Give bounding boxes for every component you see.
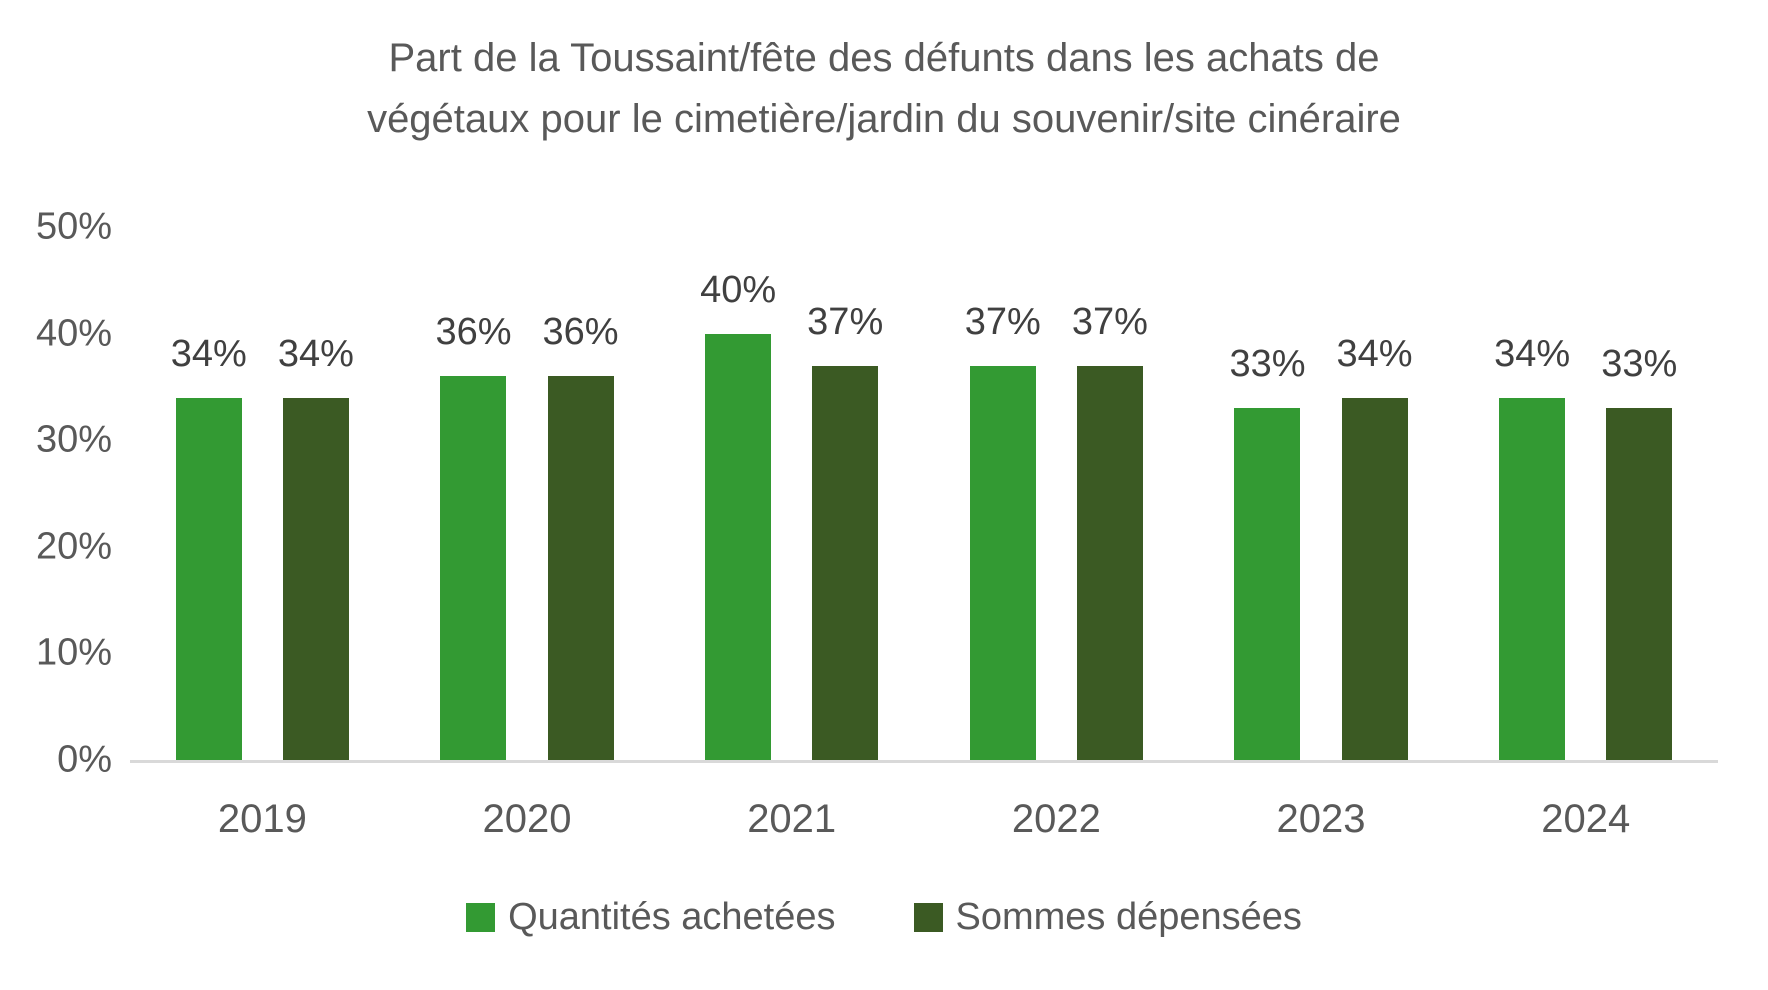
- bar-group-2023: 33% 34%: [1189, 332, 1454, 760]
- data-label: 34%: [170, 333, 247, 375]
- bar-2024-sommes-depensees: [1606, 408, 1673, 760]
- data-label: 36%: [542, 311, 619, 353]
- legend-item-quantites-achetees: Quantités achetées: [466, 896, 836, 939]
- bar-wrap-2019-quantites-achetees: 34%: [171, 332, 247, 760]
- x-axis-line: [130, 760, 1718, 763]
- legend-swatch-icon: [913, 903, 943, 932]
- bar-wrap-2023-sommes-depensees: 34%: [1337, 332, 1413, 760]
- bar-2019-quantites-achetees: [175, 398, 242, 760]
- x-axis-tick-label: 2024: [1541, 797, 1631, 841]
- data-label: 34%: [1336, 333, 1413, 375]
- bar-wrap-2023-quantites-achetees: 33%: [1229, 342, 1306, 760]
- bar-wrap-2024-quantites-achetees: 34%: [1494, 332, 1570, 760]
- bar-wrap-2020-sommes-depensees: 36%: [543, 310, 619, 760]
- legend-swatch-icon: [466, 903, 496, 932]
- data-label: 34%: [1494, 333, 1571, 375]
- x-axis-tick-label: 2023: [1276, 797, 1366, 841]
- x-axis-tick-label: 2022: [1011, 797, 1101, 841]
- data-label: 33%: [1229, 343, 1306, 385]
- y-axis-tick-label: 20%: [35, 525, 112, 568]
- bar-2024-quantites-achetees: [1499, 398, 1566, 760]
- chart-title: Part de la Toussaint/fête des défunts da…: [0, 28, 1768, 150]
- bar-wrap-2022-sommes-depensees: 37%: [1072, 300, 1148, 760]
- bar-2021-quantites-achetees: [705, 334, 772, 760]
- legend-label: Sommes dépensées: [955, 896, 1302, 938]
- y-axis: 0% 10% 20% 30% 40% 50%: [0, 0, 112, 990]
- data-label: 37%: [1071, 301, 1148, 343]
- bar-group-2021: 40% 37%: [659, 268, 924, 760]
- x-axis-tick-label: 2019: [217, 797, 307, 841]
- data-label: 37%: [964, 301, 1041, 343]
- data-label: 33%: [1601, 343, 1678, 385]
- data-label: 34%: [277, 333, 354, 375]
- data-label: 37%: [807, 301, 884, 343]
- chart-title-line-1: Part de la Toussaint/fête des défunts da…: [388, 36, 1380, 80]
- bar-2023-quantites-achetees: [1234, 408, 1301, 760]
- y-axis-tick-label: 40%: [35, 312, 112, 355]
- bar-group-2019: 34% 34%: [130, 332, 395, 760]
- y-axis-tick-label: 0%: [57, 738, 112, 781]
- bar-2022-quantites-achetees: [969, 366, 1036, 760]
- bar-2019-sommes-depensees: [282, 398, 349, 760]
- bar-2020-sommes-depensees: [547, 376, 614, 760]
- bar-wrap-2019-sommes-depensees: 34%: [278, 332, 354, 760]
- bar-wrap-2024-sommes-depensees: 33%: [1601, 342, 1677, 760]
- bar-wrap-2021-quantites-achetees: 40%: [700, 268, 776, 760]
- y-axis-tick-label: 10%: [35, 631, 112, 674]
- bar-wrap-2022-quantites-achetees: 37%: [965, 300, 1041, 760]
- plot-area: 34% 34% 36% 36% 40% 37% 37% 37% 33% 34% 34% 33%: [130, 0, 1718, 760]
- bar-2023-sommes-depensees: [1341, 398, 1408, 760]
- bar-2020-quantites-achetees: [440, 376, 507, 760]
- data-label: 40%: [700, 269, 777, 311]
- data-label: 36%: [435, 311, 512, 353]
- bar-group-2022: 37% 37%: [924, 300, 1189, 760]
- x-axis-labels: 2019 2020 2021 2022 2023 2024: [130, 797, 1718, 842]
- bar-group-2020: 36% 36%: [395, 310, 660, 760]
- bar-2022-sommes-depensees: [1076, 366, 1143, 760]
- bar-wrap-2020-quantites-achetees: 36%: [435, 310, 512, 760]
- x-axis-tick-label: 2021: [747, 797, 837, 841]
- legend-item-sommes-depensees: Sommes dépensées: [913, 896, 1302, 939]
- y-axis-tick-label: 50%: [35, 205, 112, 248]
- legend-label: Quantités achetées: [508, 896, 836, 938]
- chart-title-line-2: végétaux pour le cimetière/jardin du sou…: [367, 97, 1401, 141]
- legend: Quantités achetées Sommes dépensées: [0, 896, 1768, 939]
- x-axis-tick-label: 2020: [482, 797, 572, 841]
- y-axis-tick-label: 30%: [35, 418, 112, 461]
- bar-2021-sommes-depensees: [812, 366, 879, 760]
- bar-group-2024: 34% 33%: [1453, 332, 1718, 760]
- bar-wrap-2021-sommes-depensees: 37%: [807, 300, 883, 760]
